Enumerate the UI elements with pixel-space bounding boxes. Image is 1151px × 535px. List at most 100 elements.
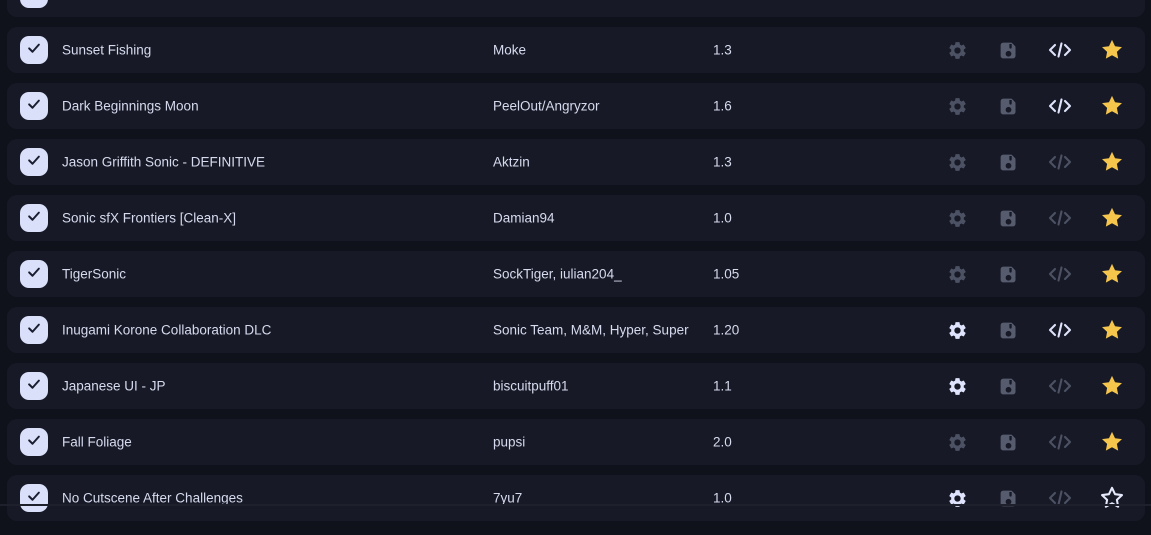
mod-enabled-checkbox[interactable] — [20, 372, 48, 400]
check-icon — [25, 0, 43, 6]
configure-mod-button[interactable] — [944, 429, 970, 455]
mod-enabled-checkbox[interactable] — [20, 148, 48, 176]
save-icon — [998, 264, 1019, 285]
star-icon — [1099, 149, 1125, 175]
mod-name: Sonic sfX Frontiers [Clean-X] — [62, 210, 237, 226]
save-file-button[interactable] — [995, 205, 1021, 231]
code-editor-button[interactable] — [1047, 205, 1073, 231]
code-editor-button[interactable] — [1047, 37, 1073, 63]
configure-mod-button[interactable] — [944, 93, 970, 119]
save-file-button[interactable] — [995, 485, 1021, 511]
save-icon — [998, 96, 1019, 117]
code-icon — [1046, 151, 1074, 173]
favorite-button[interactable] — [1099, 37, 1125, 63]
check-icon — [25, 319, 43, 342]
code-icon — [1046, 319, 1074, 341]
code-editor-button[interactable] — [1047, 317, 1073, 343]
gear-icon — [947, 40, 968, 61]
star-icon — [1099, 429, 1125, 455]
code-icon — [1046, 95, 1074, 117]
mod-enabled-checkbox[interactable] — [20, 484, 48, 512]
save-file-button[interactable] — [995, 373, 1021, 399]
mod-version: 1.20 — [713, 322, 740, 338]
mod-version: 1.0 — [713, 490, 732, 506]
favorite-button[interactable] — [1099, 429, 1125, 455]
mod-row[interactable]: No Cutscene After Challenges 7yu7 1.0 — [7, 475, 1145, 521]
mod-enabled-checkbox[interactable] — [20, 260, 48, 288]
code-editor-button[interactable] — [1047, 485, 1073, 511]
check-icon — [25, 39, 43, 62]
mod-enabled-checkbox[interactable] — [20, 204, 48, 232]
save-icon — [998, 152, 1019, 173]
mod-row[interactable]: Japanese UI - JP biscuitpuff01 1.1 — [7, 363, 1145, 409]
star-icon — [1099, 317, 1125, 343]
favorite-button[interactable] — [1099, 317, 1125, 343]
save-file-button[interactable] — [995, 429, 1021, 455]
configure-mod-button[interactable] — [944, 485, 970, 511]
code-editor-button[interactable] — [1047, 149, 1073, 175]
save-icon — [998, 432, 1019, 453]
mod-enabled-checkbox[interactable] — [20, 36, 48, 64]
configure-mod-button[interactable] — [944, 149, 970, 175]
mod-enabled-checkbox[interactable] — [20, 0, 48, 8]
check-icon — [25, 207, 43, 230]
gear-icon — [947, 376, 968, 397]
mod-author: Aktzin — [493, 154, 530, 170]
configure-mod-button[interactable] — [944, 373, 970, 399]
save-file-button[interactable] — [995, 261, 1021, 287]
star-icon — [1099, 485, 1125, 511]
mod-enabled-checkbox[interactable] — [20, 92, 48, 120]
configure-mod-button[interactable] — [944, 261, 970, 287]
code-editor-button[interactable] — [1047, 261, 1073, 287]
mod-row[interactable]: Dark Beginnings Moon PeelOut/Angryzor 1.… — [7, 83, 1145, 129]
mod-row[interactable]: TigerSonic SockTiger, iulian204_ 1.05 — [7, 251, 1145, 297]
favorite-button[interactable] — [1099, 485, 1125, 511]
bottom-panel-edge — [0, 504, 1151, 506]
code-editor-button[interactable] — [1047, 373, 1073, 399]
mod-row[interactable]: Sonic sfX Frontiers [Clean-X] Damian94 1… — [7, 195, 1145, 241]
mod-row[interactable]: Inugami Korone Collaboration DLC Sonic T… — [7, 307, 1145, 353]
mod-enabled-checkbox[interactable] — [20, 428, 48, 456]
mod-row[interactable]: Fall Foliage pupsi 2.0 — [7, 419, 1145, 465]
code-icon — [1046, 207, 1074, 229]
gear-icon — [947, 208, 968, 229]
mod-version: 1.6 — [713, 98, 732, 114]
mod-version: 2.0 — [713, 434, 732, 450]
mod-version: 1.05 — [713, 266, 740, 282]
save-icon — [998, 208, 1019, 229]
configure-mod-button[interactable] — [944, 317, 970, 343]
favorite-button[interactable] — [1099, 149, 1125, 175]
gear-icon — [947, 96, 968, 117]
save-file-button[interactable] — [995, 317, 1021, 343]
gear-icon — [947, 488, 968, 509]
mod-author: SockTiger, iulian204_ — [493, 266, 622, 282]
mod-name: TigerSonic — [62, 266, 127, 282]
mod-name: Japanese UI - JP — [62, 378, 166, 394]
save-icon — [998, 376, 1019, 397]
code-editor-button[interactable] — [1047, 93, 1073, 119]
configure-mod-button[interactable] — [944, 37, 970, 63]
mod-author: PeelOut/Angryzor — [493, 98, 600, 114]
mod-row[interactable]: Jason Griffith Sonic - DEFINITIVE Aktzin… — [7, 139, 1145, 185]
star-icon — [1099, 205, 1125, 231]
star-icon — [1099, 37, 1125, 63]
mod-author: Sonic Team, M&M, Hyper, Super — [493, 322, 689, 338]
mod-row[interactable] — [7, 0, 1145, 17]
favorite-button[interactable] — [1099, 261, 1125, 287]
mod-name: Sunset Fishing — [62, 42, 152, 58]
mod-author: Damian94 — [493, 210, 555, 226]
mod-row[interactable]: Sunset Fishing Moke 1.3 — [7, 27, 1145, 73]
favorite-button[interactable] — [1099, 205, 1125, 231]
save-file-button[interactable] — [995, 37, 1021, 63]
configure-mod-button[interactable] — [944, 205, 970, 231]
save-file-button[interactable] — [995, 149, 1021, 175]
code-editor-button[interactable] — [1047, 429, 1073, 455]
check-icon — [25, 431, 43, 454]
save-icon — [998, 40, 1019, 61]
mod-name: Dark Beginnings Moon — [62, 98, 199, 114]
save-file-button[interactable] — [995, 93, 1021, 119]
favorite-button[interactable] — [1099, 93, 1125, 119]
favorite-button[interactable] — [1099, 373, 1125, 399]
mod-enabled-checkbox[interactable] — [20, 316, 48, 344]
check-icon — [25, 375, 43, 398]
